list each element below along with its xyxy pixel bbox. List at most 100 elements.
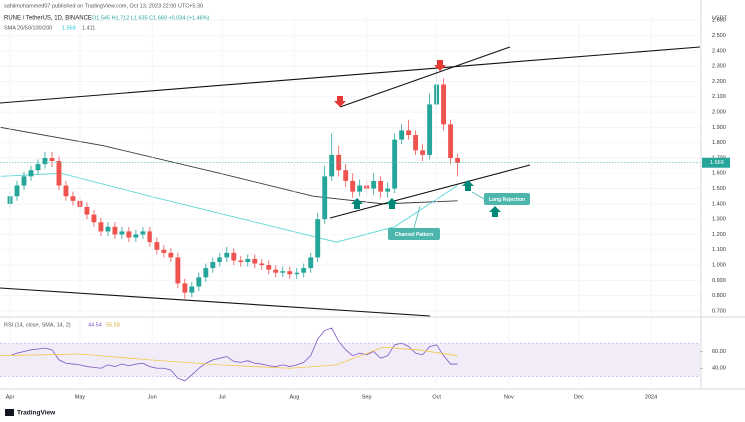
callout-text: Long Rejection	[489, 197, 525, 203]
y-tick-label: 2.600	[712, 18, 726, 24]
y-tick-label: 1.800	[712, 140, 726, 146]
candle-body	[238, 260, 244, 262]
callout-box	[388, 228, 440, 240]
x-tick-label: 2024	[645, 394, 657, 400]
candle-body	[315, 219, 321, 258]
callouts: Long Rejection Channel Pattern	[388, 191, 530, 240]
candle-body	[42, 157, 48, 165]
candle-body	[378, 180, 384, 192]
callout-box	[484, 193, 530, 205]
trend-line	[0, 46, 701, 104]
y-tick-label: 1.600	[712, 171, 726, 177]
candle-body	[105, 226, 111, 232]
y-tick-label: 1.500	[712, 186, 726, 192]
candle-body	[427, 104, 433, 155]
up-arrow	[462, 180, 474, 191]
candle-body	[322, 176, 328, 220]
candle-body	[140, 231, 146, 235]
candle-body	[217, 257, 223, 262]
candle-body	[231, 252, 237, 261]
y-tick-label: 1.400	[712, 201, 726, 207]
y-tick-label: 1.200	[712, 232, 726, 238]
brand: TradingView	[17, 410, 56, 417]
ohlc: O1.545 H1.712 L1.635 C1.669 +0.034 (+1.4…	[92, 15, 210, 21]
candle-body	[175, 257, 181, 284]
x-tick-label: Aug	[290, 394, 300, 400]
candle-body	[98, 222, 104, 232]
candle-body	[266, 265, 272, 270]
indicator-value: 1.568	[62, 25, 76, 31]
down-arrow	[434, 60, 446, 71]
candle-body	[168, 252, 174, 258]
candle-body	[203, 268, 209, 278]
callout-pointer	[413, 205, 421, 229]
candle-body	[308, 257, 314, 269]
candle-body	[420, 150, 426, 155]
candle-body	[35, 164, 41, 171]
candle-body	[350, 180, 356, 192]
y-tick-label: 2.200	[712, 79, 726, 85]
trend-line	[329, 164, 531, 219]
candle-body	[252, 258, 258, 264]
candle-body	[196, 277, 202, 287]
y-tick-label: 0.800	[712, 293, 726, 299]
candle-body	[154, 242, 160, 250]
trend-line	[339, 46, 511, 108]
x-tick-label: Sep	[362, 394, 372, 400]
candle-body	[301, 268, 307, 273]
candle-body	[259, 263, 265, 266]
callout-text: Channel Pattern	[395, 232, 433, 238]
candle-body	[329, 154, 335, 177]
candle-body	[385, 188, 391, 192]
rsi-line	[9, 327, 458, 382]
candle-body	[287, 271, 293, 275]
x-tick-label: May	[75, 394, 86, 400]
candle-body	[399, 130, 405, 140]
candle-body	[343, 170, 349, 181]
publisher: sahilmohammed07 published on TradingView…	[4, 3, 203, 9]
y-tick-label: 2.400	[712, 48, 726, 54]
candle-body	[336, 154, 342, 171]
candle-body	[210, 261, 216, 269]
rsi-ma-line	[0, 346, 458, 369]
y-tick-label: 1.000	[712, 263, 726, 269]
y-tick-label: 2.300	[712, 64, 726, 70]
y-tick-label: 2.000	[712, 110, 726, 116]
y-tick-label: 0.900	[712, 278, 726, 284]
candle-body	[14, 185, 20, 197]
candle-body	[357, 185, 363, 192]
candle-body	[455, 157, 461, 163]
rsi-value: 44.54	[88, 322, 102, 328]
last-price-label: 1.669	[710, 160, 724, 166]
candle-body	[56, 161, 62, 186]
indicator-value: 1.411	[82, 25, 95, 31]
y-tick-label: 1.900	[712, 125, 726, 131]
y-tick-label: 1.100	[712, 247, 726, 253]
candle-body	[70, 196, 76, 201]
x-tick-label: Jun	[148, 394, 157, 400]
candle-body	[406, 130, 412, 136]
y-tick-label: 0.700	[712, 308, 726, 314]
y-tick-label: 40.00	[712, 366, 726, 372]
candle-body	[280, 271, 286, 273]
x-tick-label: Apr	[6, 394, 15, 400]
candle-body	[63, 185, 69, 197]
rsi-ma-value: 55.58	[106, 322, 120, 328]
drawings	[0, 46, 701, 317]
currency: USDT	[712, 15, 728, 21]
candle-body	[224, 252, 230, 258]
candle-body	[147, 231, 153, 243]
y-tick-label: 1.300	[712, 217, 726, 223]
candle-body	[245, 258, 251, 262]
candle-body	[294, 272, 300, 275]
y-tick-label: 2.500	[712, 33, 726, 39]
callout-pointer	[471, 191, 485, 200]
indicator: SMA 20/50/100/200	[4, 25, 52, 31]
up-arrow	[351, 198, 363, 209]
candle-body	[273, 269, 279, 273]
brand-logo: TradingView	[5, 409, 56, 417]
y-tick-label: 60.00	[712, 349, 726, 355]
arrows	[334, 60, 501, 217]
trend-line	[0, 287, 431, 317]
